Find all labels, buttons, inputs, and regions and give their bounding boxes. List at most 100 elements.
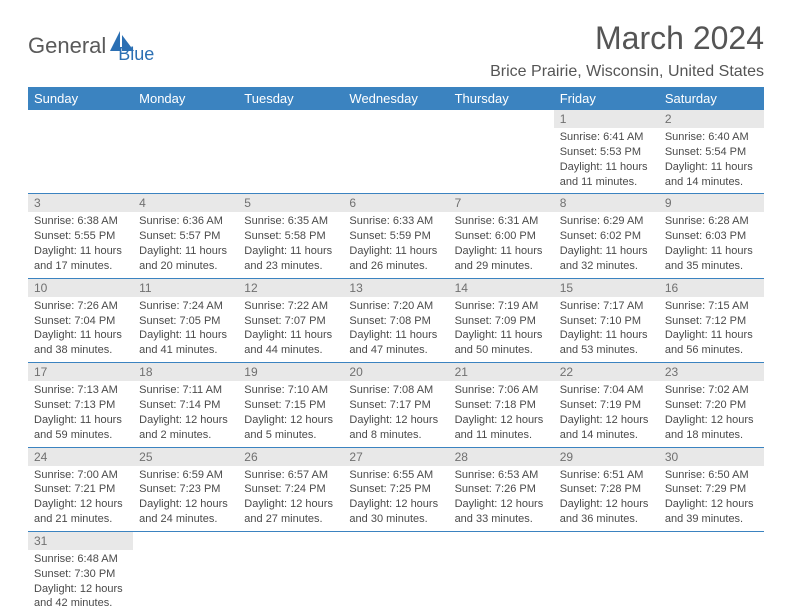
day-details: Sunrise: 7:04 AMSunset: 7:19 PMDaylight:… — [554, 381, 659, 446]
sunrise-text: Sunrise: 7:17 AM — [560, 299, 653, 314]
day-details: Sunrise: 6:33 AMSunset: 5:59 PMDaylight:… — [343, 212, 448, 277]
calendar-day-cell: 14Sunrise: 7:19 AMSunset: 7:09 PMDayligh… — [449, 278, 554, 362]
calendar-day-cell: 15Sunrise: 7:17 AMSunset: 7:10 PMDayligh… — [554, 278, 659, 362]
calendar-day-cell: 18Sunrise: 7:11 AMSunset: 7:14 PMDayligh… — [133, 363, 238, 447]
day-number: 15 — [554, 279, 659, 297]
day-details: Sunrise: 7:02 AMSunset: 7:20 PMDaylight:… — [659, 381, 764, 446]
sunset-text: Sunset: 7:21 PM — [34, 482, 127, 497]
day-details: Sunrise: 7:10 AMSunset: 7:15 PMDaylight:… — [238, 381, 343, 446]
sunset-text: Sunset: 7:04 PM — [34, 314, 127, 329]
daylight-text: Daylight: 11 hours and 41 minutes. — [139, 328, 232, 358]
sunrise-text: Sunrise: 6:28 AM — [665, 214, 758, 229]
day-number: 25 — [133, 448, 238, 466]
calendar-day-cell: 12Sunrise: 7:22 AMSunset: 7:07 PMDayligh… — [238, 278, 343, 362]
calendar-day-cell: 7Sunrise: 6:31 AMSunset: 6:00 PMDaylight… — [449, 194, 554, 278]
day-number: 2 — [659, 110, 764, 128]
day-number: 7 — [449, 194, 554, 212]
logo-text-blue: Blue — [118, 44, 154, 65]
logo: General Blue — [28, 26, 154, 65]
sunrise-text: Sunrise: 6:35 AM — [244, 214, 337, 229]
header: General Blue March 2024 Brice Prairie, W… — [28, 20, 764, 81]
sunset-text: Sunset: 7:19 PM — [560, 398, 653, 413]
day-number: 27 — [343, 448, 448, 466]
sunset-text: Sunset: 6:02 PM — [560, 229, 653, 244]
sunset-text: Sunset: 5:57 PM — [139, 229, 232, 244]
sunrise-text: Sunrise: 6:57 AM — [244, 468, 337, 483]
weekday-header: Sunday — [28, 87, 133, 110]
sunrise-text: Sunrise: 6:53 AM — [455, 468, 548, 483]
day-details: Sunrise: 6:31 AMSunset: 6:00 PMDaylight:… — [449, 212, 554, 277]
daylight-text: Daylight: 11 hours and 44 minutes. — [244, 328, 337, 358]
sunrise-text: Sunrise: 7:13 AM — [34, 383, 127, 398]
day-number: 6 — [343, 194, 448, 212]
sunset-text: Sunset: 7:24 PM — [244, 482, 337, 497]
sunset-text: Sunset: 7:28 PM — [560, 482, 653, 497]
sunrise-text: Sunrise: 7:10 AM — [244, 383, 337, 398]
day-number: 3 — [28, 194, 133, 212]
day-details: Sunrise: 6:38 AMSunset: 5:55 PMDaylight:… — [28, 212, 133, 277]
calendar-day-cell: 31Sunrise: 6:48 AMSunset: 7:30 PMDayligh… — [28, 531, 133, 615]
calendar-day-cell: 9 Sunrise: 6:28 AMSunset: 6:03 PMDaylight… — [659, 194, 764, 278]
sunset-text: Sunset: 5:59 PM — [349, 229, 442, 244]
sunrise-text: Sunrise: 6:51 AM — [560, 468, 653, 483]
day-details: Sunrise: 7:15 AMSunset: 7:12 PMDaylight:… — [659, 297, 764, 362]
sunset-text: Sunset: 7:23 PM — [139, 482, 232, 497]
calendar-day-cell: 22Sunrise: 7:04 AMSunset: 7:19 PMDayligh… — [554, 363, 659, 447]
weekday-header: Tuesday — [238, 87, 343, 110]
daylight-text: Daylight: 12 hours and 11 minutes. — [455, 413, 548, 443]
daylight-text: Daylight: 11 hours and 53 minutes. — [560, 328, 653, 358]
day-number: 8 — [554, 194, 659, 212]
sunset-text: Sunset: 7:29 PM — [665, 482, 758, 497]
calendar-day-cell: . — [343, 110, 448, 194]
sunset-text: Sunset: 6:03 PM — [665, 229, 758, 244]
weekday-header: Thursday — [449, 87, 554, 110]
calendar-week-row: .....1Sunrise: 6:41 AMSunset: 5:53 PMDay… — [28, 110, 764, 194]
sunrise-text: Sunrise: 6:38 AM — [34, 214, 127, 229]
day-number: 21 — [449, 363, 554, 381]
calendar-day-cell — [554, 531, 659, 615]
sunrise-text: Sunrise: 7:08 AM — [349, 383, 442, 398]
daylight-text: Daylight: 11 hours and 59 minutes. — [34, 413, 127, 443]
daylight-text: Daylight: 11 hours and 35 minutes. — [665, 244, 758, 274]
daylight-text: Daylight: 12 hours and 14 minutes. — [560, 413, 653, 443]
day-details: Sunrise: 7:20 AMSunset: 7:08 PMDaylight:… — [343, 297, 448, 362]
day-details: Sunrise: 6:41 AMSunset: 5:53 PMDaylight:… — [554, 128, 659, 193]
day-details: Sunrise: 7:08 AMSunset: 7:17 PMDaylight:… — [343, 381, 448, 446]
calendar-day-cell — [133, 531, 238, 615]
day-number: 31 — [28, 532, 133, 550]
calendar-table: Sunday Monday Tuesday Wednesday Thursday… — [28, 87, 764, 615]
day-number: 18 — [133, 363, 238, 381]
calendar-day-cell: 2Sunrise: 6:40 AMSunset: 5:54 PMDaylight… — [659, 110, 764, 194]
sunrise-text: Sunrise: 7:15 AM — [665, 299, 758, 314]
calendar-day-cell: 13Sunrise: 7:20 AMSunset: 7:08 PMDayligh… — [343, 278, 448, 362]
calendar-day-cell: 4Sunrise: 6:36 AMSunset: 5:57 PMDaylight… — [133, 194, 238, 278]
calendar-day-cell — [343, 531, 448, 615]
day-number: 17 — [28, 363, 133, 381]
sunrise-text: Sunrise: 6:50 AM — [665, 468, 758, 483]
weekday-header: Wednesday — [343, 87, 448, 110]
sunrise-text: Sunrise: 7:19 AM — [455, 299, 548, 314]
sunset-text: Sunset: 7:30 PM — [34, 567, 127, 582]
calendar-week-row: 10Sunrise: 7:26 AMSunset: 7:04 PMDayligh… — [28, 278, 764, 362]
day-details: Sunrise: 7:06 AMSunset: 7:18 PMDaylight:… — [449, 381, 554, 446]
daylight-text: Daylight: 12 hours and 8 minutes. — [349, 413, 442, 443]
calendar-week-row: 17Sunrise: 7:13 AMSunset: 7:13 PMDayligh… — [28, 363, 764, 447]
calendar-day-cell: 23Sunrise: 7:02 AMSunset: 7:20 PMDayligh… — [659, 363, 764, 447]
sunrise-text: Sunrise: 6:36 AM — [139, 214, 232, 229]
weekday-header: Monday — [133, 87, 238, 110]
calendar-day-cell: 10Sunrise: 7:26 AMSunset: 7:04 PMDayligh… — [28, 278, 133, 362]
calendar-day-cell — [659, 531, 764, 615]
sunrise-text: Sunrise: 6:48 AM — [34, 552, 127, 567]
daylight-text: Daylight: 11 hours and 47 minutes. — [349, 328, 442, 358]
calendar-week-row: 3Sunrise: 6:38 AMSunset: 5:55 PMDaylight… — [28, 194, 764, 278]
location-label: Brice Prairie, Wisconsin, United States — [490, 63, 764, 81]
calendar-day-cell: 20Sunrise: 7:08 AMSunset: 7:17 PMDayligh… — [343, 363, 448, 447]
day-details: Sunrise: 6:53 AMSunset: 7:26 PMDaylight:… — [449, 466, 554, 531]
day-number: 29 — [554, 448, 659, 466]
calendar-day-cell: . — [133, 110, 238, 194]
day-details: Sunrise: 6:50 AMSunset: 7:29 PMDaylight:… — [659, 466, 764, 531]
sunset-text: Sunset: 7:18 PM — [455, 398, 548, 413]
sunrise-text: Sunrise: 7:02 AM — [665, 383, 758, 398]
daylight-text: Daylight: 11 hours and 20 minutes. — [139, 244, 232, 274]
day-number: 9 — [659, 194, 764, 212]
